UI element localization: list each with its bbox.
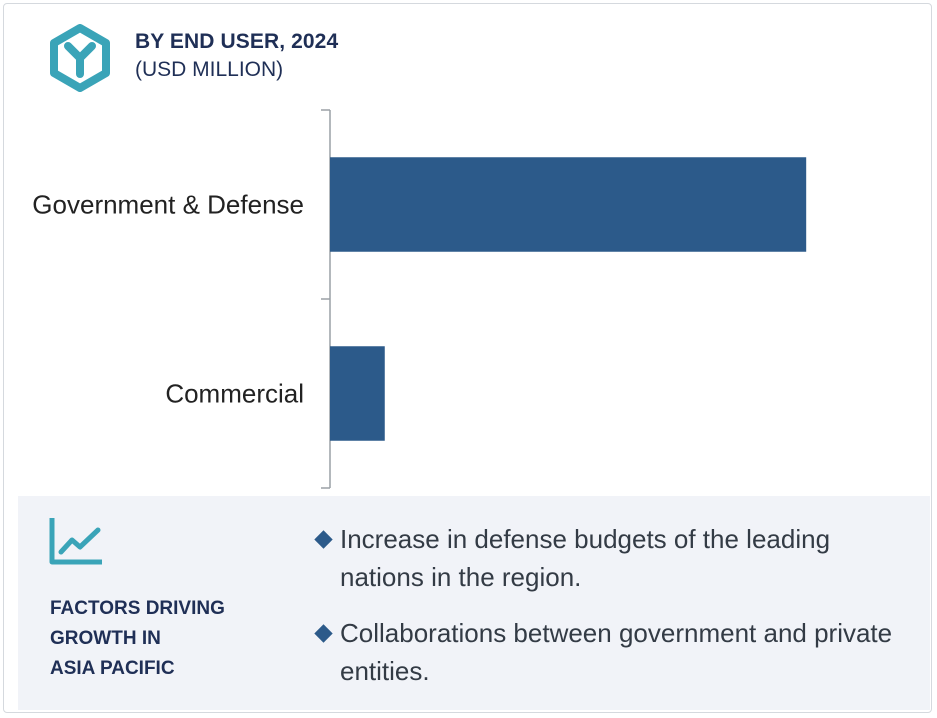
diamond-bullet-icon	[314, 624, 333, 643]
chart-title: BY END USER, 2024	[135, 30, 339, 53]
factor-item: Collaborations between government and pr…	[314, 614, 914, 690]
bar-commercial	[330, 346, 385, 441]
factor-text: Increase in defense budgets of the leadi…	[340, 524, 831, 592]
factors-list: Increase in defense budgets of the leadi…	[314, 520, 914, 708]
category-label: Government & Defense	[32, 190, 304, 220]
factors-panel: FACTORS DRIVING GROWTH IN ASIA PACIFIC I…	[18, 496, 930, 710]
trend-line-icon	[49, 518, 102, 565]
factor-text: Collaborations between government and pr…	[340, 618, 893, 686]
chart-subtitle: (USD MILLION)	[135, 58, 284, 81]
category-label: Commercial	[165, 379, 304, 409]
factor-item: Increase in defense budgets of the leadi…	[314, 520, 914, 596]
factors-title: FACTORS DRIVING GROWTH IN ASIA PACIFIC	[50, 598, 225, 679]
bar-government-defense	[330, 157, 807, 252]
diamond-bullet-icon	[314, 530, 333, 549]
hexagon-y-logo-icon	[50, 24, 110, 92]
bar-chart-svg: Government & Defense Commercial	[32, 109, 807, 489]
bar-chart: Government & Defense Commercial	[0, 100, 937, 495]
